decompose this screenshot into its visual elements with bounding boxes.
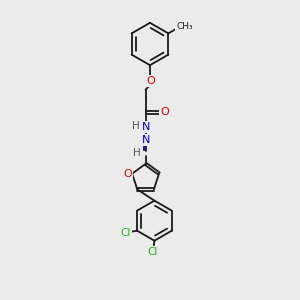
Text: H: H: [133, 148, 141, 158]
Text: O: O: [146, 76, 155, 86]
Text: N: N: [141, 122, 150, 132]
Text: Cl: Cl: [121, 228, 131, 238]
Text: O: O: [123, 169, 132, 178]
Text: O: O: [160, 107, 169, 117]
Text: CH₃: CH₃: [176, 22, 193, 31]
Text: N: N: [141, 135, 150, 145]
Text: H: H: [132, 122, 140, 131]
Text: Cl: Cl: [148, 247, 158, 257]
